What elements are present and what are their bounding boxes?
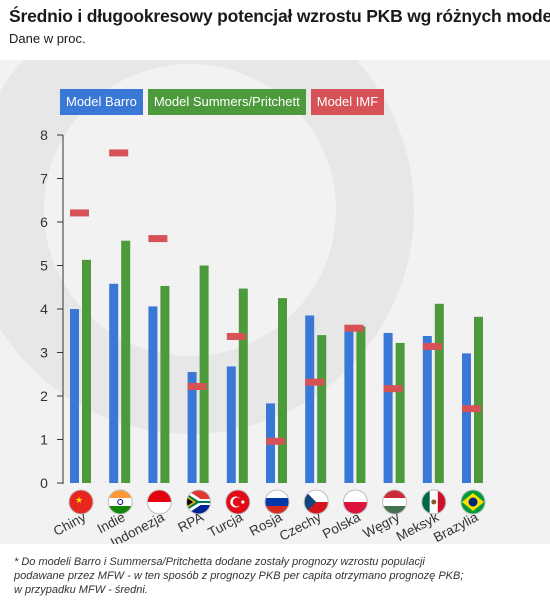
marker-model-imf	[70, 209, 89, 217]
footnote-line-2: podawane przez MFW - w ten sposób z prog…	[14, 570, 464, 582]
y-tick-label: 5	[40, 258, 48, 274]
flag-icon	[421, 490, 446, 514]
flag-ring	[186, 489, 212, 515]
bar-model-barro	[70, 309, 79, 483]
bar-model-barro	[462, 353, 471, 483]
flag-icon: ★	[69, 490, 93, 514]
y-tick-label: 7	[40, 171, 48, 187]
bar-model-summers-pritchett	[356, 326, 366, 483]
chart-legend: Model Barro Model Summers/Pritchett Mode…	[60, 89, 385, 115]
legend-item-summers-pritchett: Model Summers/Pritchett	[147, 89, 306, 115]
bar-model-barro	[383, 332, 393, 483]
x-category-label: Brazylia	[431, 509, 481, 544]
y-tick-label: 1	[40, 432, 48, 448]
marker-model-imf	[226, 332, 246, 340]
x-category-label: Turcja	[205, 509, 245, 540]
marker-model-imf	[462, 405, 481, 413]
flag-icon	[265, 490, 289, 514]
bar-model-barro	[305, 315, 315, 483]
marker-model-imf	[422, 342, 442, 350]
y-tick-label: 2	[40, 388, 48, 404]
legend-item-barro: Model Barro	[60, 89, 143, 115]
y-tick-label: 8	[40, 127, 48, 143]
y-tick-label: 4	[40, 301, 48, 317]
flag-ring	[264, 489, 290, 515]
bar-model-barro	[148, 306, 158, 483]
flag-icon	[461, 490, 485, 514]
bar-model-barro	[226, 366, 236, 483]
bar-model-summers-pritchett	[434, 303, 444, 483]
bar-model-barro	[109, 283, 119, 483]
bar-model-summers-pritchett	[160, 285, 170, 483]
chart-title: Średnio i długookresowy potencjał wzrost…	[9, 6, 550, 26]
legend-item-imf: Model IMF	[310, 89, 385, 115]
flag-ring	[303, 489, 329, 515]
x-category-label: Chiny	[51, 509, 89, 539]
y-tick-label: 0	[40, 475, 48, 491]
marker-model-imf	[266, 437, 285, 445]
bar-model-summers-pritchett	[82, 259, 91, 483]
marker-model-imf	[344, 324, 364, 332]
bar-model-summers-pritchett	[278, 298, 287, 483]
flag-ring	[225, 489, 251, 515]
flag-ring	[421, 489, 447, 515]
bar-model-summers-pritchett	[238, 288, 248, 483]
bar-model-barro	[187, 372, 197, 483]
flag-ring	[146, 489, 172, 515]
svg-text:★: ★	[75, 496, 83, 506]
y-tick-label: 3	[40, 345, 48, 361]
bar-model-summers-pritchett	[395, 342, 405, 483]
bar-model-summers-pritchett	[474, 316, 483, 483]
flag-icon	[108, 490, 133, 514]
flag-ring	[382, 489, 408, 515]
chart-panel: 0 1 2 3 4 5 6 7 8 ★ Chiny Indie Indonezja RPA Turcja Ro…	[0, 60, 550, 544]
bar-model-barro	[344, 330, 354, 483]
marker-model-imf	[383, 385, 403, 393]
marker-model-imf	[305, 378, 325, 386]
bar-model-summers-pritchett	[317, 335, 327, 483]
x-category-label: Czechy	[277, 509, 324, 543]
flag-icon	[225, 490, 250, 514]
flag-icon	[343, 490, 368, 514]
flag-ring	[342, 489, 368, 515]
flag-ring	[68, 489, 94, 515]
flag-icon	[186, 490, 211, 514]
flag-ring	[107, 489, 133, 515]
footnote-line-3: w przypadku MFW - średni.	[14, 584, 148, 596]
bar-model-summers-pritchett	[199, 265, 209, 483]
flag-icon	[147, 490, 172, 514]
flag-icon	[382, 490, 407, 514]
footnote: * Do modeli Barro i Summersa/Pritchetta …	[14, 555, 539, 597]
y-tick-label: 6	[40, 214, 48, 230]
chart-header: Średnio i długookresowy potencjał wzrost…	[0, 0, 550, 60]
marker-model-imf	[148, 235, 168, 243]
bar-model-barro	[422, 335, 432, 483]
footnote-line-1: * Do modeli Barro i Summersa/Pritchetta …	[14, 556, 425, 568]
marker-model-imf	[109, 149, 129, 157]
flag-ring	[460, 489, 486, 515]
x-category-label: Polska	[320, 509, 363, 541]
chart-subtitle: Dane w proc.	[9, 31, 86, 46]
bar-model-summers-pritchett	[121, 240, 131, 483]
marker-model-imf	[187, 382, 207, 390]
